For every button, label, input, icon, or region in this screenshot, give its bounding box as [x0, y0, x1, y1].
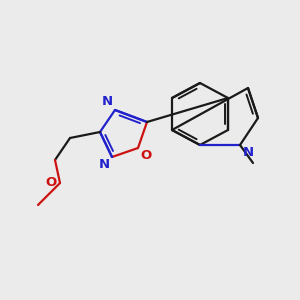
Text: N: N [102, 95, 113, 108]
Text: O: O [46, 176, 57, 188]
Text: O: O [140, 149, 151, 162]
Text: N: N [99, 158, 110, 171]
Text: N: N [243, 146, 254, 159]
